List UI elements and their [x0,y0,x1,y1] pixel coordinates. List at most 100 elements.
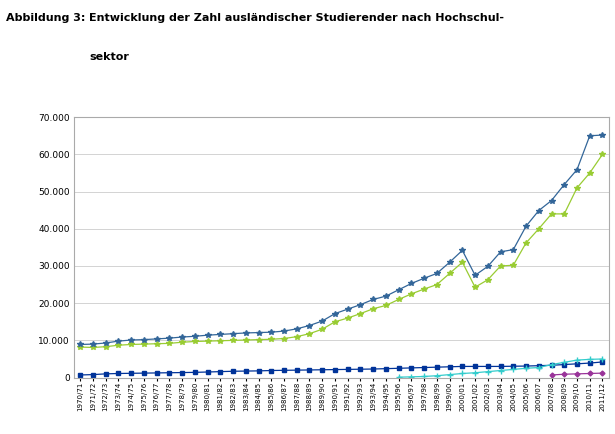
Wiss. Univ. [522,240,530,246]
Wiss. Univ. [446,271,453,276]
FH-Studiengänge [395,375,402,380]
Kunstuniv. [268,368,275,373]
Line: Hochschulen gesamt: Hochschulen gesamt [77,132,605,347]
Wiss. Univ. [510,263,517,268]
FH-Studiengänge [446,372,453,377]
Kunstuniv. [165,370,173,375]
Kunstuniv. [76,372,84,378]
Hochschulen gesamt [255,330,262,335]
Hochschulen gesamt [76,342,84,347]
Hochschulen gesamt [383,293,390,299]
Wiss. Univ. [102,344,109,349]
FH-Studiengänge [510,367,517,372]
Hochschulen gesamt [599,132,606,138]
Text: sektor: sektor [89,52,129,62]
Pädagogische Hochschulen [561,372,568,377]
Kunstuniv. [306,367,313,372]
Wiss. Univ. [268,337,275,342]
Hochschulen gesamt [89,342,97,347]
Wiss. Univ. [242,337,250,342]
Line: Kunstuniv.: Kunstuniv. [79,360,604,377]
Hochschulen gesamt [178,335,186,340]
Text: Entwicklung der Zahl ausländischer Studierender nach Hochschul-: Entwicklung der Zahl ausländischer Studi… [89,13,504,23]
Kunstuniv. [102,371,109,376]
Hochschulen gesamt [497,249,504,254]
Wiss. Univ. [535,226,542,231]
Hochschulen gesamt [522,224,530,229]
Wiss. Univ. [484,277,491,283]
Kunstuniv. [331,367,339,372]
Kunstuniv. [153,370,161,375]
Kunstuniv. [573,361,581,366]
Pädagogische Hochschulen [573,371,581,376]
Wiss. Univ. [293,334,301,339]
Wiss. Univ. [408,291,415,296]
FH-Studiengänge [586,357,593,362]
Kunstuniv. [433,365,440,370]
Hochschulen gesamt [102,340,109,345]
Kunstuniv. [535,363,542,368]
Hochschulen gesamt [408,281,415,286]
Hochschulen gesamt [293,326,301,332]
FH-Studiengänge [535,365,542,370]
Hochschulen gesamt [433,271,440,276]
Wiss. Univ. [370,306,377,311]
Wiss. Univ. [383,303,390,308]
FH-Studiengänge [497,368,504,373]
Wiss. Univ. [115,342,122,348]
Wiss. Univ. [153,341,161,346]
FH-Studiengänge [522,366,530,371]
Kunstuniv. [115,371,122,376]
Wiss. Univ. [331,319,339,324]
Kunstuniv. [446,364,453,369]
Wiss. Univ. [127,342,135,347]
FH-Studiengänge [433,373,440,378]
Hochschulen gesamt [115,339,122,344]
Wiss. Univ. [178,340,186,345]
Line: Pädagogische Hochschulen: Pädagogische Hochschulen [550,372,604,377]
FH-Studiengänge [599,356,606,362]
Wiss. Univ. [344,316,351,321]
FH-Studiengänge [408,374,415,379]
Hochschulen gesamt [229,331,237,336]
Line: FH-Studiengänge: FH-Studiengänge [396,356,605,380]
Wiss. Univ. [497,263,504,269]
Hochschulen gesamt [191,334,199,339]
FH-Studiengänge [459,371,466,376]
Hochschulen gesamt [421,276,428,281]
Kunstuniv. [395,366,402,371]
Wiss. Univ. [395,297,402,302]
Wiss. Univ. [76,345,84,350]
Wiss. Univ. [548,211,555,217]
Hochschulen gesamt [204,332,212,338]
Kunstuniv. [561,362,568,367]
Kunstuniv. [421,365,428,370]
Text: Abbildung 3:: Abbildung 3: [6,13,85,23]
Kunstuniv. [548,363,555,368]
FH-Studiengänge [421,374,428,379]
FH-Studiengänge [573,358,581,363]
Kunstuniv. [484,364,491,369]
Kunstuniv. [472,364,479,369]
Wiss. Univ. [165,341,173,346]
Wiss. Univ. [433,282,440,287]
Wiss. Univ. [255,337,262,342]
Hochschulen gesamt [586,133,593,138]
Hochschulen gesamt [573,167,581,172]
Hochschulen gesamt [127,337,135,342]
Wiss. Univ. [573,185,581,191]
Pädagogische Hochschulen [599,371,606,376]
Hochschulen gesamt [331,311,339,316]
Hochschulen gesamt [370,297,377,302]
FH-Studiengänge [561,360,568,365]
Wiss. Univ. [357,311,364,316]
FH-Studiengänge [548,362,555,367]
Wiss. Univ. [229,338,237,343]
Line: Wiss. Univ.: Wiss. Univ. [77,151,605,350]
Kunstuniv. [586,361,593,366]
FH-Studiengänge [484,369,491,374]
Hochschulen gesamt [484,264,491,269]
Kunstuniv. [599,359,606,365]
Kunstuniv. [510,364,517,369]
Wiss. Univ. [421,286,428,292]
